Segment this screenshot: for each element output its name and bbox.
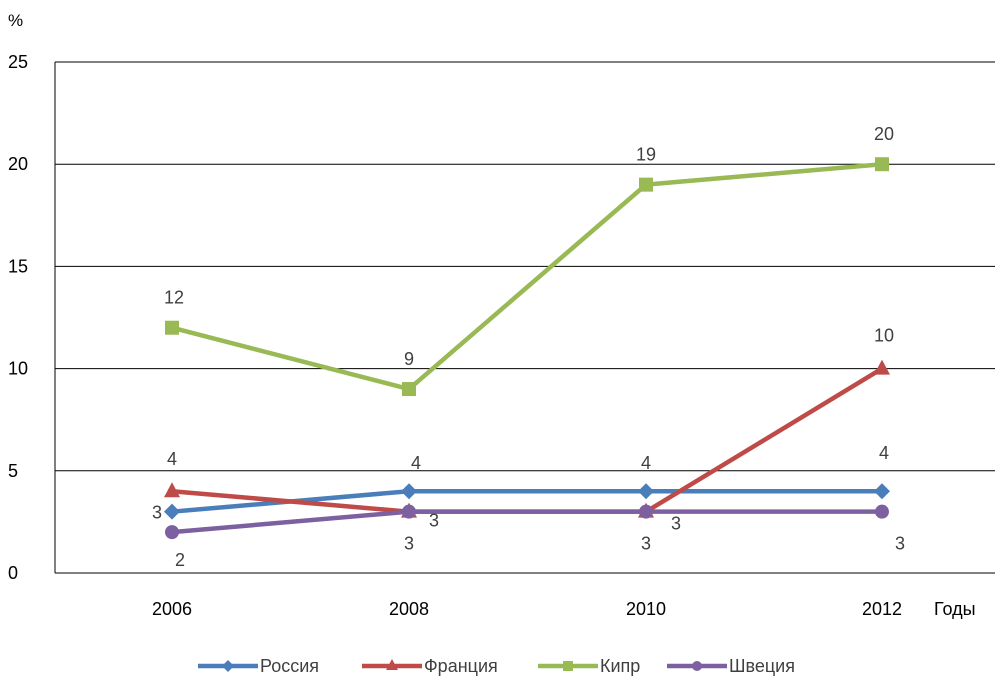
data-label: 20 [874,124,894,144]
y-tick-label: 15 [8,256,28,276]
data-label: 3 [152,503,162,523]
series-4 [165,504,889,540]
data-label: 2 [175,550,185,570]
legend-label: Швеция [729,656,795,676]
legend-item: Франция [362,656,498,676]
data-point-triangle [874,359,890,375]
series-group [164,157,890,540]
data-point-diamond [638,483,654,500]
gridlines [54,61,995,574]
legend-label: Кипр [600,656,640,676]
data-point-square [402,382,416,397]
data-point-circle [165,525,179,540]
data-label: 4 [879,443,889,463]
series-line [171,161,883,392]
legend-label: Франция [424,656,498,676]
data-label: 4 [641,453,651,473]
data-point-circle [639,504,653,519]
x-axis-tick-labels: 2006 2008 2010 2012 [152,599,902,619]
legend: Россия Франция Кипр Швеция [198,656,795,676]
series-line [171,509,882,535]
data-label: 3 [641,534,651,554]
legend-item: Кипр [538,656,640,676]
legend-label: Россия [260,656,319,676]
data-point-diamond [164,503,180,520]
data-point-circle [692,661,702,671]
y-tick-label: 10 [8,359,28,379]
data-point-diamond [401,483,417,500]
data-label: 4 [411,453,421,473]
series-2 [164,359,890,518]
data-point-circle [402,504,416,519]
data-point-square [875,157,889,172]
y-axis-unit-label: % [8,11,23,30]
data-label: 3 [895,534,905,554]
legend-item: Швеция [667,656,795,676]
data-label: 12 [164,288,184,308]
x-axis-title: Годы [934,599,976,619]
data-point-square [563,661,573,671]
data-point-triangle [164,482,180,498]
y-tick-label: 20 [8,154,28,174]
x-tick-label: 2008 [389,599,429,619]
data-point-square [165,320,179,335]
series-3 [165,157,889,397]
data-label: 3 [429,511,439,531]
data-point-square [639,177,653,192]
data-label: 3 [404,534,414,554]
data-label: 4 [167,449,177,469]
data-label: 10 [874,326,894,346]
data-point-diamond [222,660,234,672]
y-tick-label: 5 [8,461,18,481]
data-label: 9 [404,349,414,369]
x-tick-label: 2006 [152,599,192,619]
data-point-triangle [386,659,398,670]
data-label: 3 [671,514,681,534]
y-axis-tick-labels: 0 5 10 15 20 25 [8,52,28,583]
x-tick-label: 2010 [626,599,666,619]
data-point-circle [875,504,889,519]
x-tick-label: 2012 [862,599,902,619]
data-point-diamond [874,483,890,500]
data-label: 19 [636,145,656,165]
legend-item: Россия [198,656,319,676]
y-tick-label: 25 [8,52,28,72]
y-tick-label: 0 [8,563,18,583]
